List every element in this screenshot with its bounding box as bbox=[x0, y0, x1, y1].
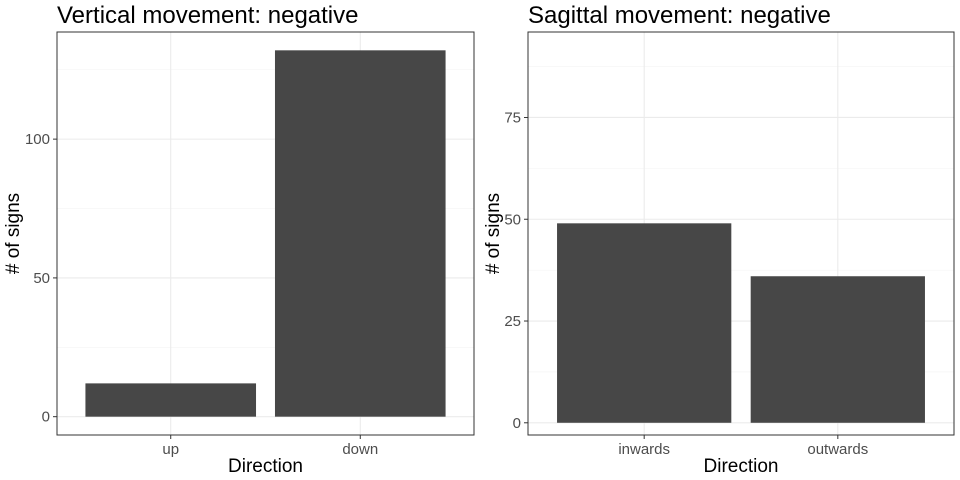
x-tick-label: up bbox=[162, 441, 179, 458]
y-tick-label: 50 bbox=[33, 270, 50, 287]
y-axis-title: # of signs bbox=[483, 193, 504, 274]
y-axis-title: # of signs bbox=[3, 193, 24, 274]
y-tick-label: 75 bbox=[504, 109, 521, 126]
x-tick-label: outwards bbox=[807, 441, 868, 458]
x-tick-label: inwards bbox=[618, 441, 670, 458]
bar-up bbox=[85, 383, 257, 417]
x-tick-label: down bbox=[342, 441, 378, 458]
x-axis-title: Direction bbox=[228, 456, 303, 477]
y-tick-label: 0 bbox=[513, 415, 521, 432]
panel-border bbox=[56, 31, 475, 436]
y-tick-label: 25 bbox=[504, 313, 521, 330]
panel-border bbox=[527, 31, 955, 436]
bar-down bbox=[274, 50, 446, 417]
chart-title: Vertical movement: negative bbox=[57, 2, 359, 29]
bar-outwards bbox=[750, 276, 925, 423]
bar-inwards bbox=[557, 223, 732, 423]
y-tick-label: 0 bbox=[42, 409, 50, 426]
y-tick-label: 100 bbox=[25, 131, 50, 148]
x-axis-title: Direction bbox=[704, 456, 779, 477]
y-tick-label: 50 bbox=[504, 211, 521, 228]
chart-title: Sagittal movement: negative bbox=[528, 2, 831, 29]
